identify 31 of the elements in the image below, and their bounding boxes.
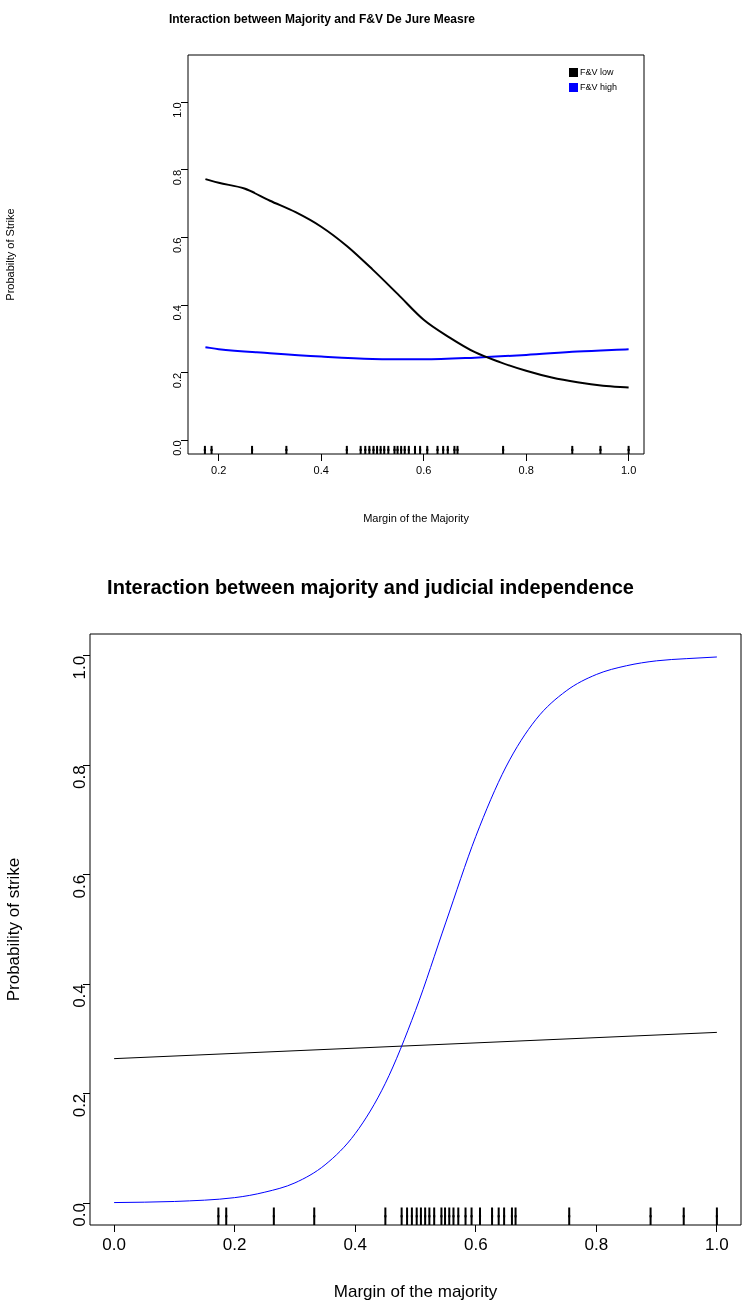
x-tick-label: 0.4 (313, 463, 329, 476)
y-tick-label: 0.4 (69, 984, 89, 1008)
x-tick-label: 0.6 (463, 1234, 488, 1254)
y-tick-label: 0.8 (69, 765, 89, 789)
y-tick-label: 0.8 (171, 169, 184, 186)
x-tick-label: 0.0 (102, 1234, 126, 1254)
legend-label: F&V low (579, 66, 614, 77)
x-tick-label: 0.6 (416, 463, 432, 476)
y-tick-label: 0.2 (171, 372, 184, 389)
y-tick-label: 0.6 (69, 874, 89, 899)
x-tick-label: 0.2 (211, 463, 227, 476)
y-tick-label: 0.0 (69, 1203, 89, 1227)
y-tick-label: 0.2 (69, 1093, 89, 1118)
y-tick-label: 0.6 (171, 237, 184, 253)
chart-title: Interaction between majority and judicial independence (107, 575, 634, 598)
x-axis-title: Margin of the Majority (363, 512, 470, 525)
x-tick-label: 0.2 (222, 1234, 247, 1254)
y-tick-label: 0.4 (171, 305, 184, 321)
x-axis-title: Margin of the majority (333, 1282, 498, 1302)
x-tick-label: 1.0 (705, 1234, 729, 1254)
y-tick-label: 0.0 (171, 440, 184, 456)
y-axis-title: Probabilty of Strike (3, 208, 16, 301)
y-tick-label: 1.0 (69, 655, 89, 680)
legend-label: F&V high (579, 81, 618, 92)
y-tick-label: 1.0 (171, 102, 184, 118)
chart-title: Interaction between Majority and F&V De Jure Measre (168, 11, 476, 26)
x-tick-label: 0.8 (518, 463, 534, 476)
y-axis-title: Probability of strike (3, 857, 23, 1002)
x-tick-label: 0.8 (584, 1234, 609, 1254)
x-tick-label: 0.4 (343, 1234, 368, 1254)
x-tick-label: 1.0 (620, 463, 637, 476)
